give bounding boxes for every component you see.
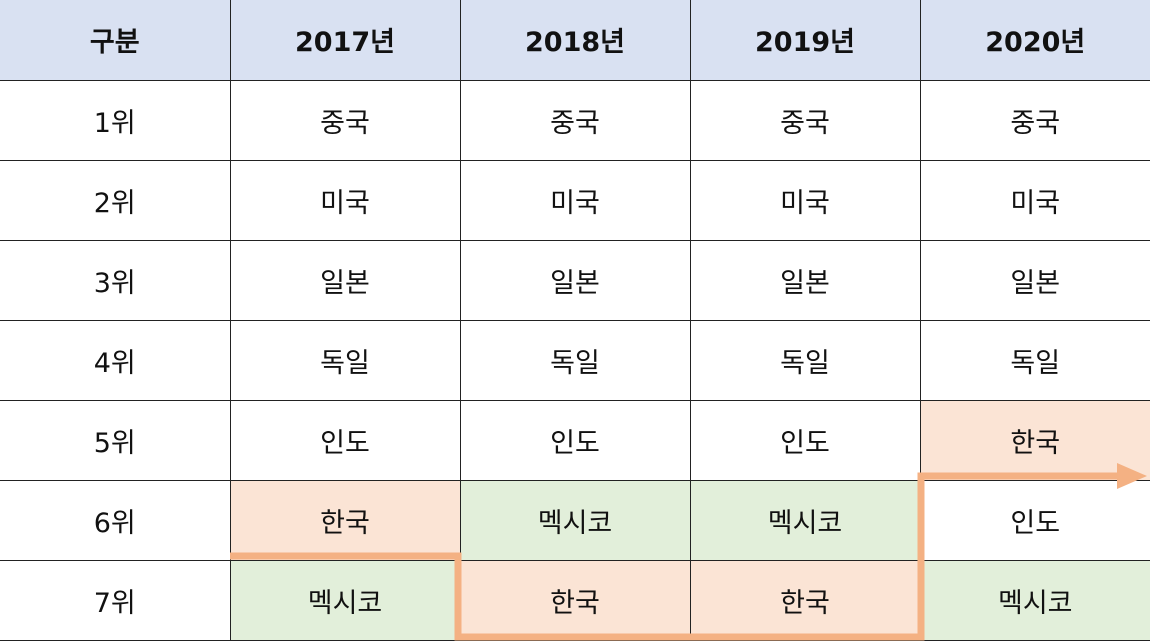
country-cell: 인도	[229, 399, 461, 481]
table-row: 5위 인도 인도 인도 한국	[0, 399, 1150, 481]
country-cell: 중국	[689, 79, 921, 161]
country-cell: 미국	[919, 159, 1150, 241]
header-row: 구분 2017년 2018년 2019년 2020년	[0, 0, 1150, 81]
ranking-table: 구분 2017년 2018년 2019년 2020년 1위 중국 중국 중국 중국 2위 미…	[0, 0, 1150, 641]
country-cell: 한국	[689, 559, 921, 641]
country-cell: 중국	[919, 79, 1150, 161]
header-year-2020: 2020년	[919, 0, 1150, 81]
rank-label: 6위	[0, 479, 231, 561]
rank-label: 7위	[0, 559, 231, 641]
table-row: 1위 중국 중국 중국 중국	[0, 79, 1150, 161]
country-cell: 멕시코	[459, 479, 691, 561]
country-cell: 중국	[459, 79, 691, 161]
country-cell: 미국	[229, 159, 461, 241]
country-cell: 미국	[459, 159, 691, 241]
header-year-2019: 2019년	[689, 0, 921, 81]
rank-label: 2위	[0, 159, 231, 241]
table-body: 1위 중국 중국 중국 중국 2위 미국 미국 미국 미국 3위 일본 일본 일본 일본 4위 독일 독일 독일 독일…	[0, 79, 1150, 641]
country-cell: 중국	[229, 79, 461, 161]
table-row: 3위 일본 일본 일본 일본	[0, 239, 1150, 321]
country-cell: 멕시코	[689, 479, 921, 561]
country-cell: 멕시코	[229, 559, 461, 641]
country-cell: 일본	[689, 239, 921, 321]
country-cell: 인도	[459, 399, 691, 481]
country-cell: 일본	[919, 239, 1150, 321]
country-cell: 일본	[229, 239, 461, 321]
table-row: 4위 독일 독일 독일 독일	[0, 319, 1150, 401]
country-cell: 한국	[459, 559, 691, 641]
country-cell: 인도	[919, 479, 1150, 561]
rank-label: 4위	[0, 319, 231, 401]
country-cell: 일본	[459, 239, 691, 321]
country-cell: 독일	[229, 319, 461, 401]
rank-label: 1위	[0, 79, 231, 161]
country-cell: 독일	[689, 319, 921, 401]
country-cell: 인도	[689, 399, 921, 481]
country-cell: 한국	[229, 479, 461, 561]
country-cell: 멕시코	[919, 559, 1150, 641]
table-row: 7위 멕시코 한국 한국 멕시코	[0, 559, 1150, 641]
table-row: 2위 미국 미국 미국 미국	[0, 159, 1150, 241]
header-year-2017: 2017년	[229, 0, 461, 81]
header-year-2018: 2018년	[459, 0, 691, 81]
header-category: 구분	[0, 0, 231, 81]
table-row: 6위 한국 멕시코 멕시코 인도	[0, 479, 1150, 561]
country-cell: 미국	[689, 159, 921, 241]
rank-label: 3위	[0, 239, 231, 321]
country-cell: 한국	[919, 399, 1150, 481]
country-cell: 독일	[459, 319, 691, 401]
rank-label: 5위	[0, 399, 231, 481]
country-cell: 독일	[919, 319, 1150, 401]
